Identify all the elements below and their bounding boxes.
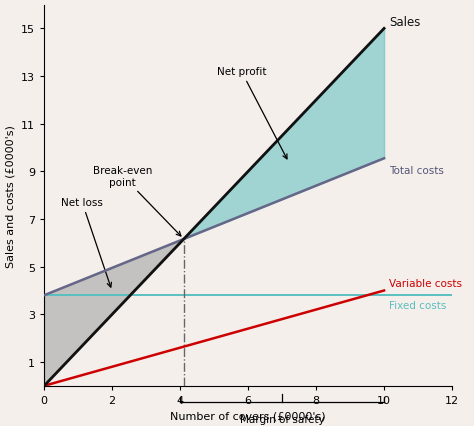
Text: Sales: Sales [389,16,420,29]
Text: Fixed costs: Fixed costs [389,300,447,310]
Text: Break-even
point: Break-even point [93,166,181,236]
Text: Variable costs: Variable costs [389,279,462,288]
X-axis label: Number of covers (£0000's): Number of covers (£0000's) [170,410,326,420]
Text: Total costs: Total costs [389,166,444,176]
Text: Net profit: Net profit [217,67,287,159]
Y-axis label: Sales and costs (£0000's): Sales and costs (£0000's) [6,124,16,267]
Text: Net loss: Net loss [61,198,111,288]
Text: Margin of safety: Margin of safety [240,414,324,424]
